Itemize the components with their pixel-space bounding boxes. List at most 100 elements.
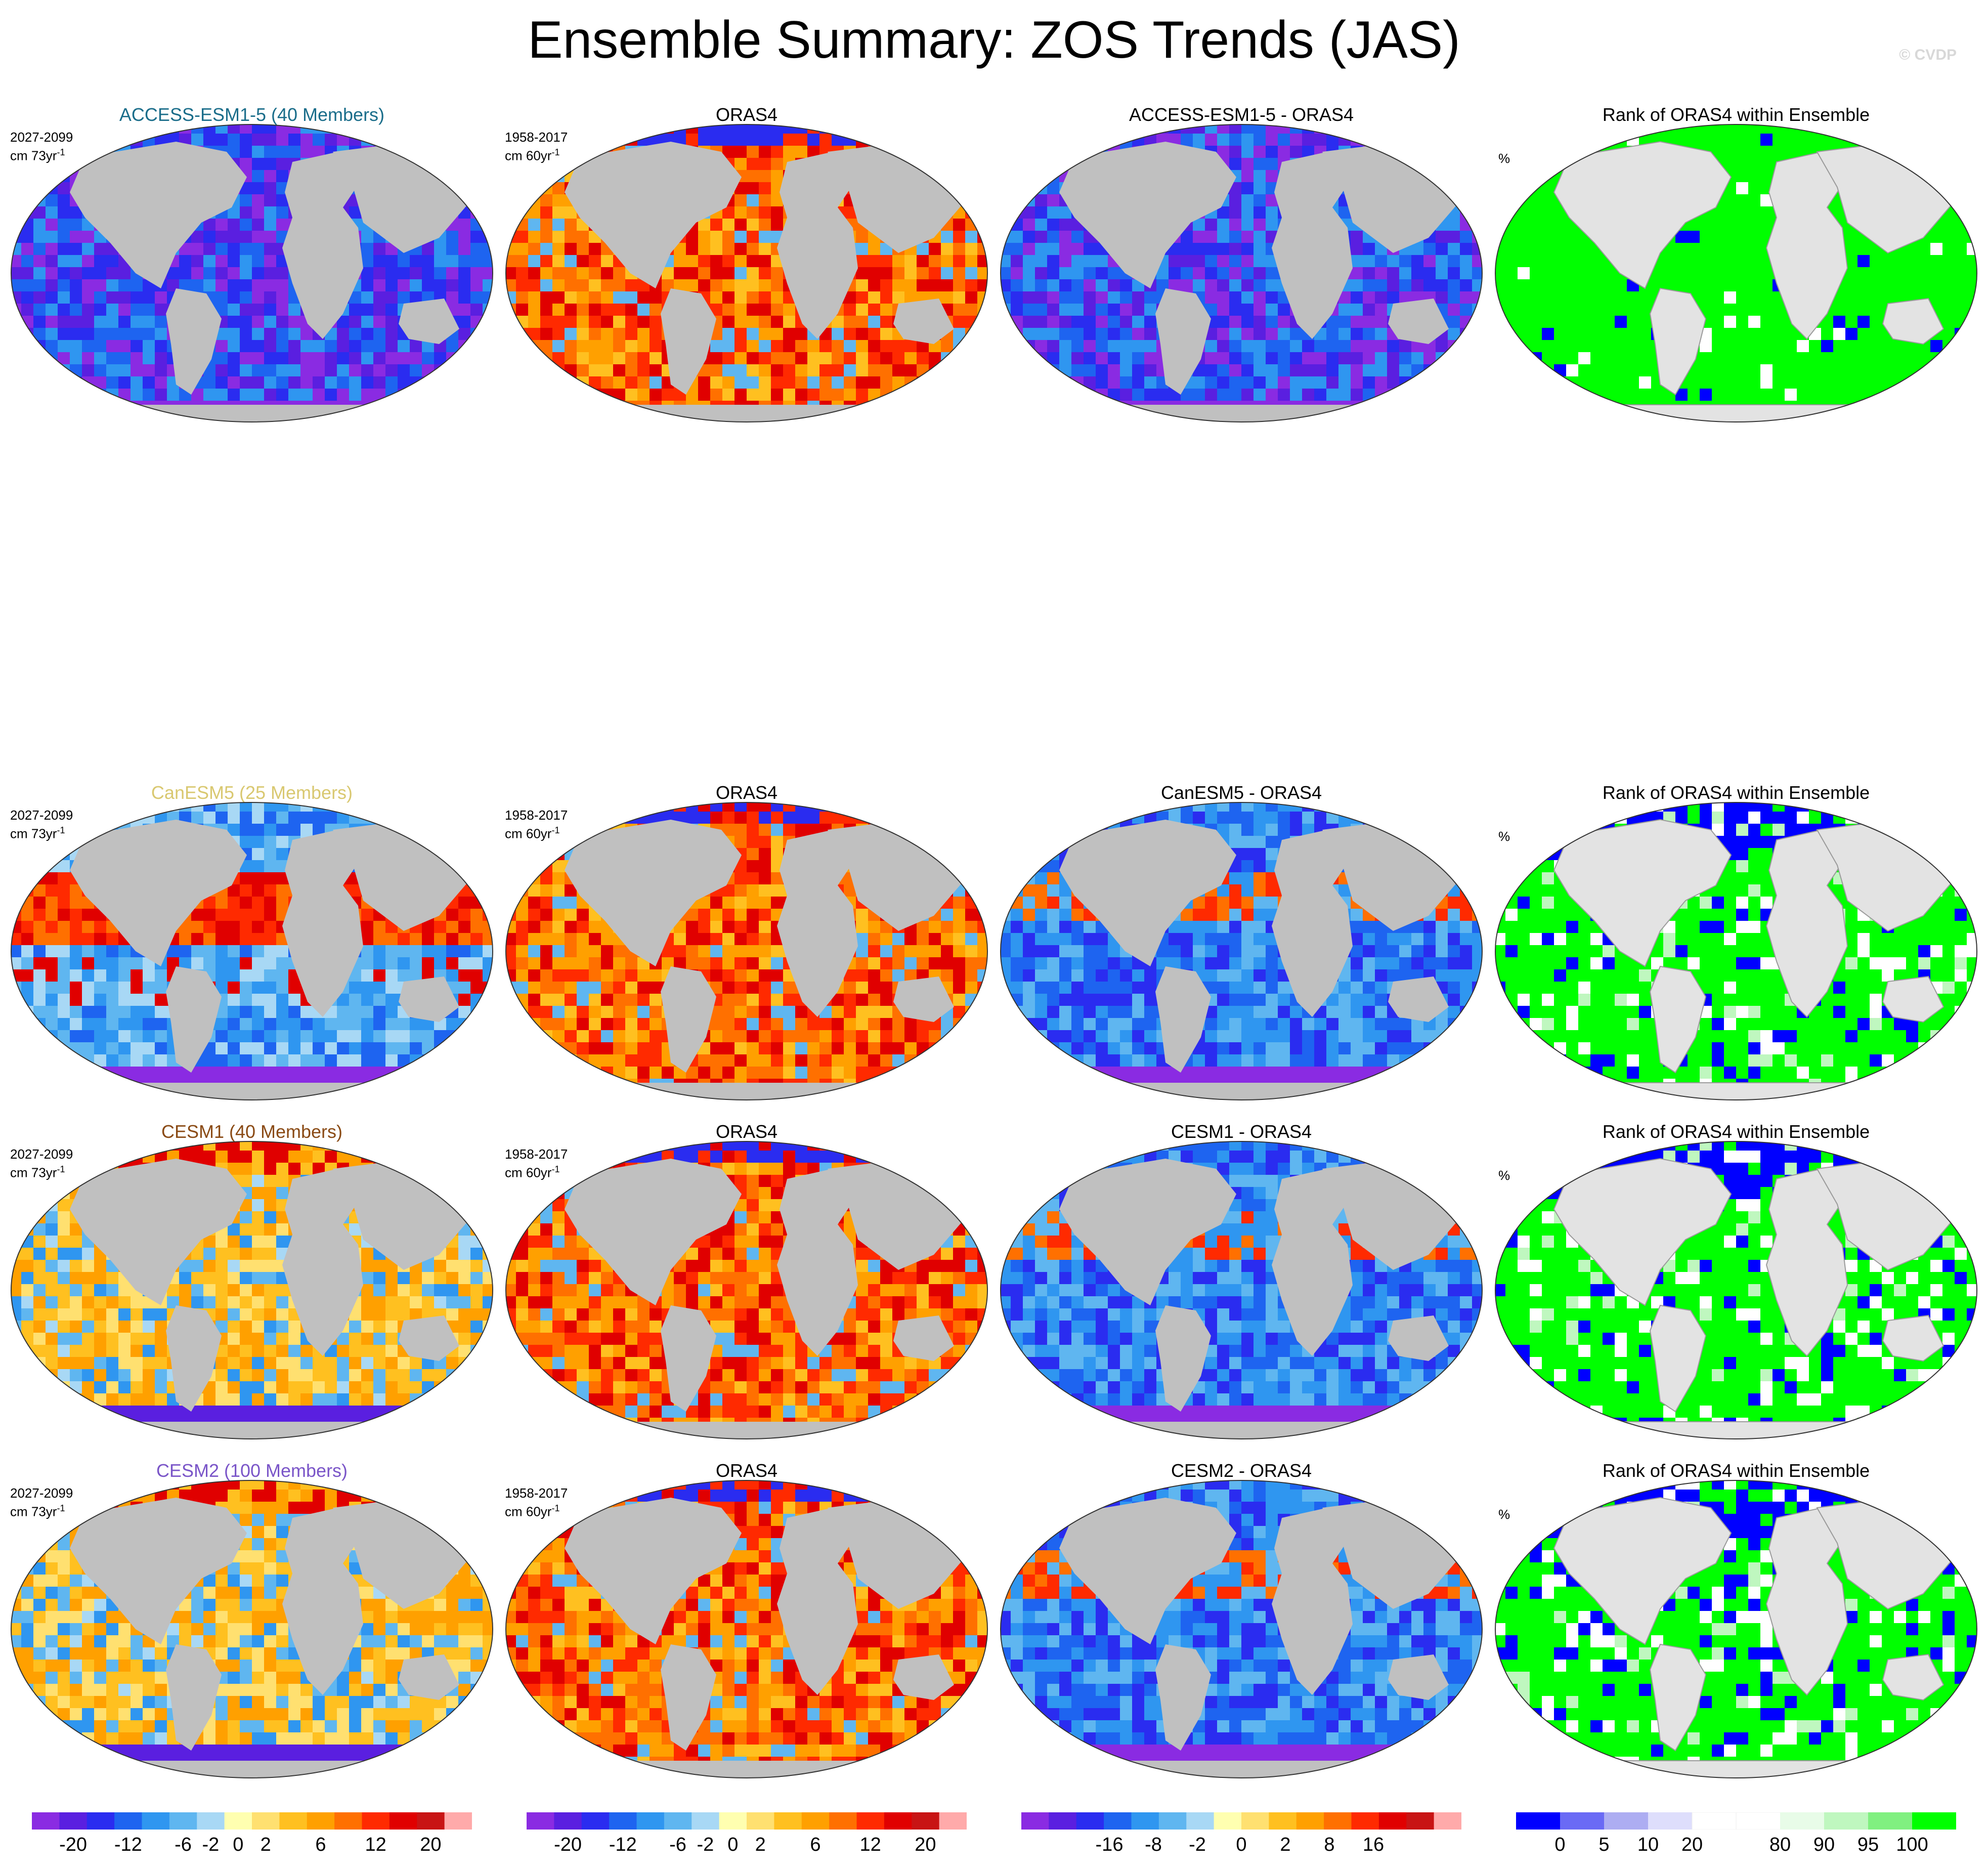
colorbar-label: 8	[1324, 1834, 1335, 1855]
figure-title: Ensemble Summary: ZOS Trends (JAS)	[528, 11, 1460, 69]
colorbar-swatch	[417, 1812, 445, 1830]
colorbar-swatch	[1604, 1812, 1649, 1830]
colorbar-swatch	[142, 1812, 170, 1830]
colorbar-swatch	[1736, 1812, 1781, 1830]
colorbar-swatch	[581, 1812, 610, 1830]
diff-panel-title: CanESM5 - ORAS4	[1160, 782, 1322, 803]
model-map	[9, 1477, 495, 1781]
rank-panel-title: Rank of ORAS4 within Ensemble	[1602, 1121, 1870, 1142]
rank-map	[1493, 1477, 1979, 1781]
obs-units: cm 60yr-1	[505, 825, 560, 841]
colorbar-label: 0	[727, 1834, 739, 1855]
colorbar-swatch	[1296, 1812, 1324, 1830]
colorbar-label: 5	[1598, 1834, 1610, 1855]
diff-map	[999, 1477, 1484, 1781]
colorbar-swatch	[719, 1812, 747, 1830]
colorbar-swatch	[1158, 1812, 1187, 1830]
colorbar-swatch	[1214, 1812, 1242, 1830]
colorbar-swatch	[114, 1812, 142, 1830]
colorbar-label: 20	[420, 1834, 442, 1855]
colorbar-label: -20	[554, 1834, 582, 1855]
colorbar	[1021, 1812, 1461, 1830]
rank-map	[1493, 799, 1979, 1103]
colorbar-swatch	[939, 1812, 967, 1830]
obs-panel-title: ORAS4	[715, 1460, 778, 1481]
colorbar-swatch	[59, 1812, 88, 1830]
obs-period: 1958-2017	[505, 130, 568, 145]
rank-panel-title: Rank of ORAS4 within Ensemble	[1602, 782, 1870, 803]
obs-panel-title: ORAS4	[715, 782, 778, 803]
colorbar-label: 12	[859, 1834, 881, 1855]
colorbar-swatch	[1378, 1812, 1407, 1830]
colorbar-label: 12	[365, 1834, 386, 1855]
colorbar-swatch	[609, 1812, 637, 1830]
model-units: cm 73yr-1	[10, 147, 65, 163]
colorbar-swatch	[279, 1812, 308, 1830]
diff-map	[999, 799, 1484, 1103]
colorbar-swatch	[87, 1812, 115, 1830]
colorbar-label: 80	[1769, 1834, 1791, 1855]
obs-period: 1958-2017	[505, 1146, 568, 1162]
colorbar-label: -2	[1189, 1834, 1206, 1855]
obs-units: cm 60yr-1	[505, 1164, 560, 1180]
obs-map	[504, 799, 989, 1103]
diff-map	[999, 121, 1484, 425]
model-panel-title: ACCESS-ESM1-5 (40 Members)	[119, 104, 385, 125]
model-panel-title: CESM1 (40 Members)	[161, 1121, 343, 1142]
rank-map	[1493, 121, 1979, 425]
colorbar-label: -8	[1145, 1834, 1162, 1855]
model-map	[9, 799, 495, 1103]
colorbar-label: 2	[755, 1834, 766, 1855]
rank-units: %	[1498, 151, 1510, 166]
colorbar-label: 20	[1681, 1834, 1703, 1855]
colorbar-swatch	[856, 1812, 885, 1830]
colorbar-swatch	[169, 1812, 197, 1830]
colorbar-swatch	[1824, 1812, 1869, 1830]
colorbar-swatch	[747, 1812, 774, 1830]
rank-panel-title: Rank of ORAS4 within Ensemble	[1602, 1460, 1870, 1481]
colorbar-swatch	[1406, 1812, 1435, 1830]
colorbar-swatch	[801, 1812, 830, 1830]
colorbar-swatch	[527, 1812, 554, 1830]
model-period: 2027-2099	[10, 1146, 73, 1162]
colorbar-label: -2	[202, 1834, 220, 1855]
colorbar-label: 0	[1236, 1834, 1247, 1855]
colorbar-label: 16	[1362, 1834, 1385, 1855]
colorbar-label: 0	[233, 1834, 244, 1855]
diff-map	[999, 1138, 1484, 1442]
rank-panel-title: Rank of ORAS4 within Ensemble	[1602, 104, 1870, 125]
colorbar-swatch	[1186, 1812, 1215, 1830]
rank-units: %	[1498, 1507, 1510, 1522]
cvdp-credit: © CVDP	[1899, 47, 1957, 63]
colorbar-swatch	[252, 1812, 280, 1830]
model-map	[9, 121, 495, 425]
colorbar-swatch	[1560, 1812, 1605, 1830]
colorbar-swatch	[334, 1812, 362, 1830]
colorbar-swatch	[1648, 1812, 1693, 1830]
colorbar-swatch	[774, 1812, 802, 1830]
colorbar-label: -12	[609, 1834, 637, 1855]
model-panel-title: CESM2 (100 Members)	[156, 1460, 348, 1481]
colorbar-swatch	[1324, 1812, 1352, 1830]
colorbar-swatch	[1351, 1812, 1379, 1830]
colorbar-label: 6	[315, 1834, 326, 1855]
colorbar-label: -20	[59, 1834, 88, 1855]
colorbar-swatch	[1104, 1812, 1132, 1830]
colorbar-swatch	[1780, 1812, 1825, 1830]
colorbar-swatch	[829, 1812, 857, 1830]
colorbar-label: 90	[1813, 1834, 1835, 1855]
colorbar-swatch	[444, 1812, 472, 1830]
colorbar-swatch	[32, 1812, 60, 1830]
colorbar-swatch	[636, 1812, 665, 1830]
colorbar-label: 0	[1554, 1834, 1566, 1855]
colorbar-label: 2	[260, 1834, 271, 1855]
rank-map	[1493, 1138, 1979, 1442]
colorbar-label: -2	[697, 1834, 714, 1855]
colorbar-label: -6	[175, 1834, 192, 1855]
obs-period: 1958-2017	[505, 808, 568, 823]
colorbar-swatch	[1434, 1812, 1461, 1830]
colorbar-swatch	[1692, 1812, 1737, 1830]
obs-panel-title: ORAS4	[715, 104, 778, 125]
obs-map	[504, 1138, 989, 1442]
colorbar-swatch	[1516, 1812, 1561, 1830]
